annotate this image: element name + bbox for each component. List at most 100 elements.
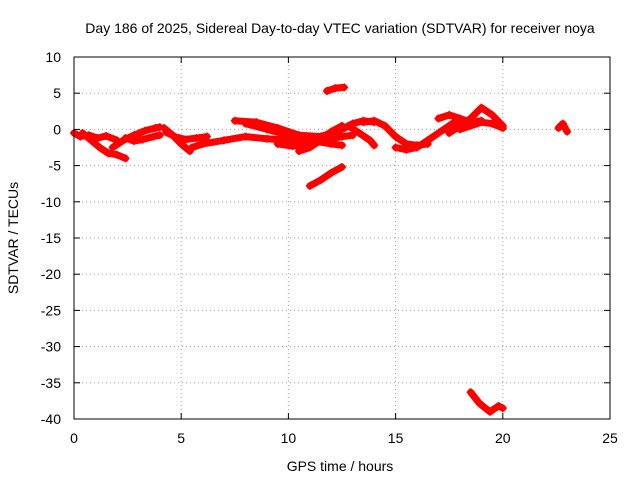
data-point [554,123,563,132]
data-point [288,142,297,151]
data-point [102,131,111,140]
x-axis-label: GPS time / hours [287,458,394,474]
data-point [466,114,475,123]
data-point [220,136,229,145]
data-point [498,123,507,132]
data-point [78,129,87,138]
data-point [262,125,271,134]
data-point [149,132,158,141]
y-tick-label: -10 [41,194,61,210]
x-tick-label: 15 [388,430,404,446]
data-point [192,134,201,143]
x-tick-label: 5 [177,430,185,446]
x-tick-label: 20 [495,430,511,446]
data-point [170,132,179,141]
data-point [455,125,464,134]
data-point [138,135,147,144]
y-tick-label: -30 [41,339,61,355]
data-point [488,110,497,119]
data-point [445,129,454,138]
data-point [338,125,346,134]
data-point [338,163,346,172]
data-point [455,114,464,123]
data-point [355,129,364,138]
data-point [445,121,454,130]
data-point [494,401,503,410]
data-point [95,143,104,152]
series-trace-m [344,122,378,149]
y-tick-label: 5 [53,85,61,101]
data-point [284,131,293,140]
data-point [121,134,130,143]
data-point [262,134,271,143]
data-point [434,114,443,123]
data-point [230,116,239,125]
data-point [130,136,139,145]
data-point [331,84,340,93]
y-tick-label: 0 [53,121,61,137]
data-point [413,143,422,152]
x-tick-label: 25 [602,430,618,446]
data-point [338,132,346,141]
data-point [162,128,171,137]
chart-title: Day 186 of 2025, Sidereal Day-to-day VTE… [85,20,595,36]
data-point [202,132,211,141]
data-point [316,176,325,185]
y-axis-label: SDTVAR / TECUs [5,182,21,294]
data-point [316,132,325,141]
data-point [187,143,196,152]
data-point [327,168,336,177]
data-point [344,121,353,130]
data-point [241,119,250,128]
x-tick-label: 10 [281,430,297,446]
data-point [93,134,102,143]
data-point [87,136,96,145]
data-point [391,132,400,141]
data-point [155,131,164,140]
data-point [181,135,190,144]
data-point [466,121,475,130]
data-point [488,119,497,128]
data-point [273,139,282,148]
data-point [140,126,149,135]
data-point [305,181,314,190]
data-point [340,83,349,92]
data-point [391,143,400,152]
data-point [108,143,117,152]
data-point [402,145,411,154]
y-tick-label: -35 [41,375,61,391]
data-point [338,141,346,150]
data-point [563,127,572,136]
data-point [423,136,432,145]
data-point [477,118,486,127]
data-point [241,132,250,141]
data-point [380,121,389,130]
data-point [359,118,368,127]
y-tick-label: -15 [41,230,61,246]
data-point [104,149,113,158]
y-tick-label: -25 [41,302,61,318]
data-point [370,116,379,125]
data-point [475,399,484,408]
data-point [322,87,331,96]
data-point [121,154,130,163]
y-tick-label: -40 [41,411,61,427]
series-trace-s [306,163,346,190]
data-point [370,141,379,150]
data-point [327,129,336,138]
data-point [466,388,475,397]
data-point [485,407,494,416]
data-point [305,143,314,152]
data-point [558,119,567,128]
y-tick-label: -20 [41,266,61,282]
data-point [295,147,304,156]
y-tick-label: -5 [49,158,62,174]
x-tick-label: 0 [70,430,78,446]
data-point [365,136,374,145]
data-traces [70,83,572,416]
data-point [477,103,486,112]
axis-ticks: 0 5 10 15 20 25 10 5 0 -5 -10 -15 -20 -25 -30 -35 -40 [41,49,618,446]
data-point [434,129,443,138]
